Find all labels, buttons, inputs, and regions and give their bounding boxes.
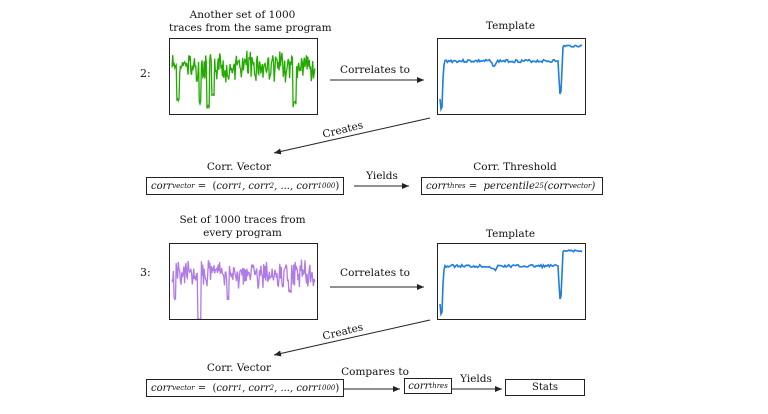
formula-lhs-sub: vector [172, 384, 195, 392]
step-2-number: 2: [140, 67, 151, 80]
threshold-lhs-sub: thres [447, 182, 466, 190]
step-2-traces-caption: Another set of 1000 traces from the same… [169, 9, 332, 35]
step-2-traces-plot [169, 38, 318, 115]
traces-caption-line-2: traces from the same program [169, 22, 332, 34]
template-trace-svg-3 [439, 249, 583, 317]
step-3-correlates-label: Correlates to [340, 267, 410, 279]
step-3-yields-label: Yields [460, 373, 492, 385]
traces-caption-line-2: every program [203, 227, 282, 239]
step-2-creates-label: Creates [321, 119, 365, 141]
formula-lhs-sub: vector [172, 182, 195, 190]
template-trace-line [439, 44, 583, 112]
step-3-traces-plot [169, 243, 318, 320]
template-trace-svg-2 [439, 44, 583, 112]
step-2-correlates-label: Correlates to [340, 64, 410, 76]
step-3-traces-caption: Set of 1000 traces from every program [169, 214, 316, 240]
formula-item-1: 1 [237, 384, 243, 392]
threshold-pct: 25 [534, 182, 544, 190]
step-2-template-plot [437, 38, 586, 115]
step-3-template-plot [437, 243, 586, 320]
template-trace-line [439, 249, 583, 317]
green-trace-svg [171, 50, 316, 109]
step-3-thres-box: corr thres [404, 378, 452, 394]
step-2-vector-caption: Corr. Vector [206, 161, 272, 173]
step-2-yields-label: Yields [366, 170, 398, 182]
thres-box-text: corr [408, 380, 430, 392]
step-3-vector-caption: Corr. Vector [206, 362, 272, 374]
green-trace-line [171, 50, 316, 109]
threshold-lhs: corr [426, 180, 448, 192]
formula-item-2: 2 [269, 182, 275, 190]
formula-lhs: corr [151, 180, 173, 192]
traces-caption-line-1: Set of 1000 traces from [179, 214, 306, 226]
formula-item-2: 2 [269, 384, 275, 392]
purple-trace-line [171, 259, 316, 319]
threshold-arg-sub: vector [568, 182, 592, 190]
step-3-compares-label: Compares to [341, 366, 409, 378]
step-2-template-caption: Template [485, 20, 536, 32]
step-3-vector-formula: corr vector = (corr 1, corr 2, ..., corr 100… [146, 379, 344, 397]
formula-item-n: 1000 [317, 384, 336, 392]
step-2-vector-formula: corr vector = (corr 1, corr 2, ..., corr 100… [146, 177, 344, 195]
formula-item-n: 1000 [317, 182, 336, 190]
formula-lhs: corr [151, 382, 173, 394]
traces-caption-line-1: Another set of 1000 [189, 9, 296, 21]
step-3-template-caption: Template [485, 228, 536, 240]
step-3-stats-box: Stats [505, 379, 585, 396]
step-3-number: 3: [140, 266, 151, 279]
formula-item-1: 1 [237, 182, 243, 190]
step-2-threshold-formula: corr thres = percentile 25(corr vector) [421, 177, 603, 195]
thres-box-sub: thres [429, 382, 448, 390]
step-2-threshold-caption: Corr. Threshold [473, 161, 557, 173]
step-3-creates-label: Creates [321, 321, 365, 343]
purple-trace-svg [171, 259, 316, 319]
threshold-arg: corr [547, 180, 569, 192]
